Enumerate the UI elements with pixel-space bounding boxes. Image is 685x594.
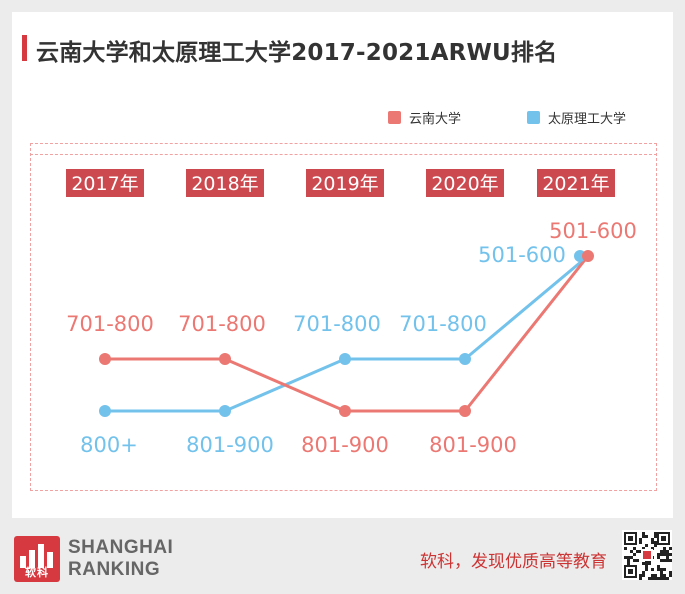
category-label-0: 2017年 [71,173,138,195]
legend-item-taiyuan: 太原理工大学 [527,108,626,127]
legend-item-yunnan: 云南大学 [388,108,461,127]
legend-label-yunnan: 云南大学 [409,112,462,127]
category-badge-0 [66,169,144,197]
logo-sub-text: 软科 [25,566,49,579]
qr-code-icon [622,530,672,580]
data-label-0-2: 801-900 [301,433,389,457]
point-0-0 [99,353,111,365]
point-1-0 [99,405,111,417]
data-label-1-0: 800+ [80,433,138,457]
category-badge-1 [186,169,264,197]
legend-swatch-yunnan [388,111,401,124]
legend-swatch-taiyuan [527,111,540,124]
chart-title: 云南大学和太原理工大学2017-2021ARWU排名 [36,40,558,66]
point-1-1 [219,405,231,417]
data-label-1-2: 701-800 [293,312,381,336]
chart-frame-inner-line [30,154,657,155]
point-0-3 [459,405,471,417]
data-label-0-1: 701-800 [178,312,266,336]
legend-label-taiyuan: 太原理工大学 [548,112,627,127]
chart-frame [30,143,657,491]
point-0-1 [219,353,231,365]
shanghai-ranking-logo: 软科 [14,536,60,582]
chart-card [12,12,673,518]
data-label-0-3: 801-900 [429,433,517,457]
category-badge-3 [426,169,504,197]
category-label-4: 2021年 [542,173,609,195]
title-accent-bar [22,35,27,61]
data-label-1-4: 501-600 [478,243,566,267]
category-badge-4 [537,169,615,197]
point-1-2 [339,353,351,365]
category-label-2: 2019年 [311,173,378,195]
bars-logo-icon [20,544,53,568]
footer [0,518,685,594]
data-label-1-3: 701-800 [399,312,487,336]
data-label-0-0: 701-800 [66,312,154,336]
point-0-4 [582,250,594,262]
brand-line-2: RANKING [68,559,161,580]
category-label-3: 2020年 [431,173,498,195]
data-label-0-4: 501-600 [549,219,637,243]
category-label-1: 2018年 [191,173,258,195]
point-1-3 [459,353,471,365]
brand-line-1: SHANGHAI [68,537,174,558]
point-0-2 [339,405,351,417]
data-label-1-1: 801-900 [186,433,274,457]
category-badge-2 [306,169,384,197]
footer-slogan: 软科，发现优质高等教育 [420,552,607,572]
